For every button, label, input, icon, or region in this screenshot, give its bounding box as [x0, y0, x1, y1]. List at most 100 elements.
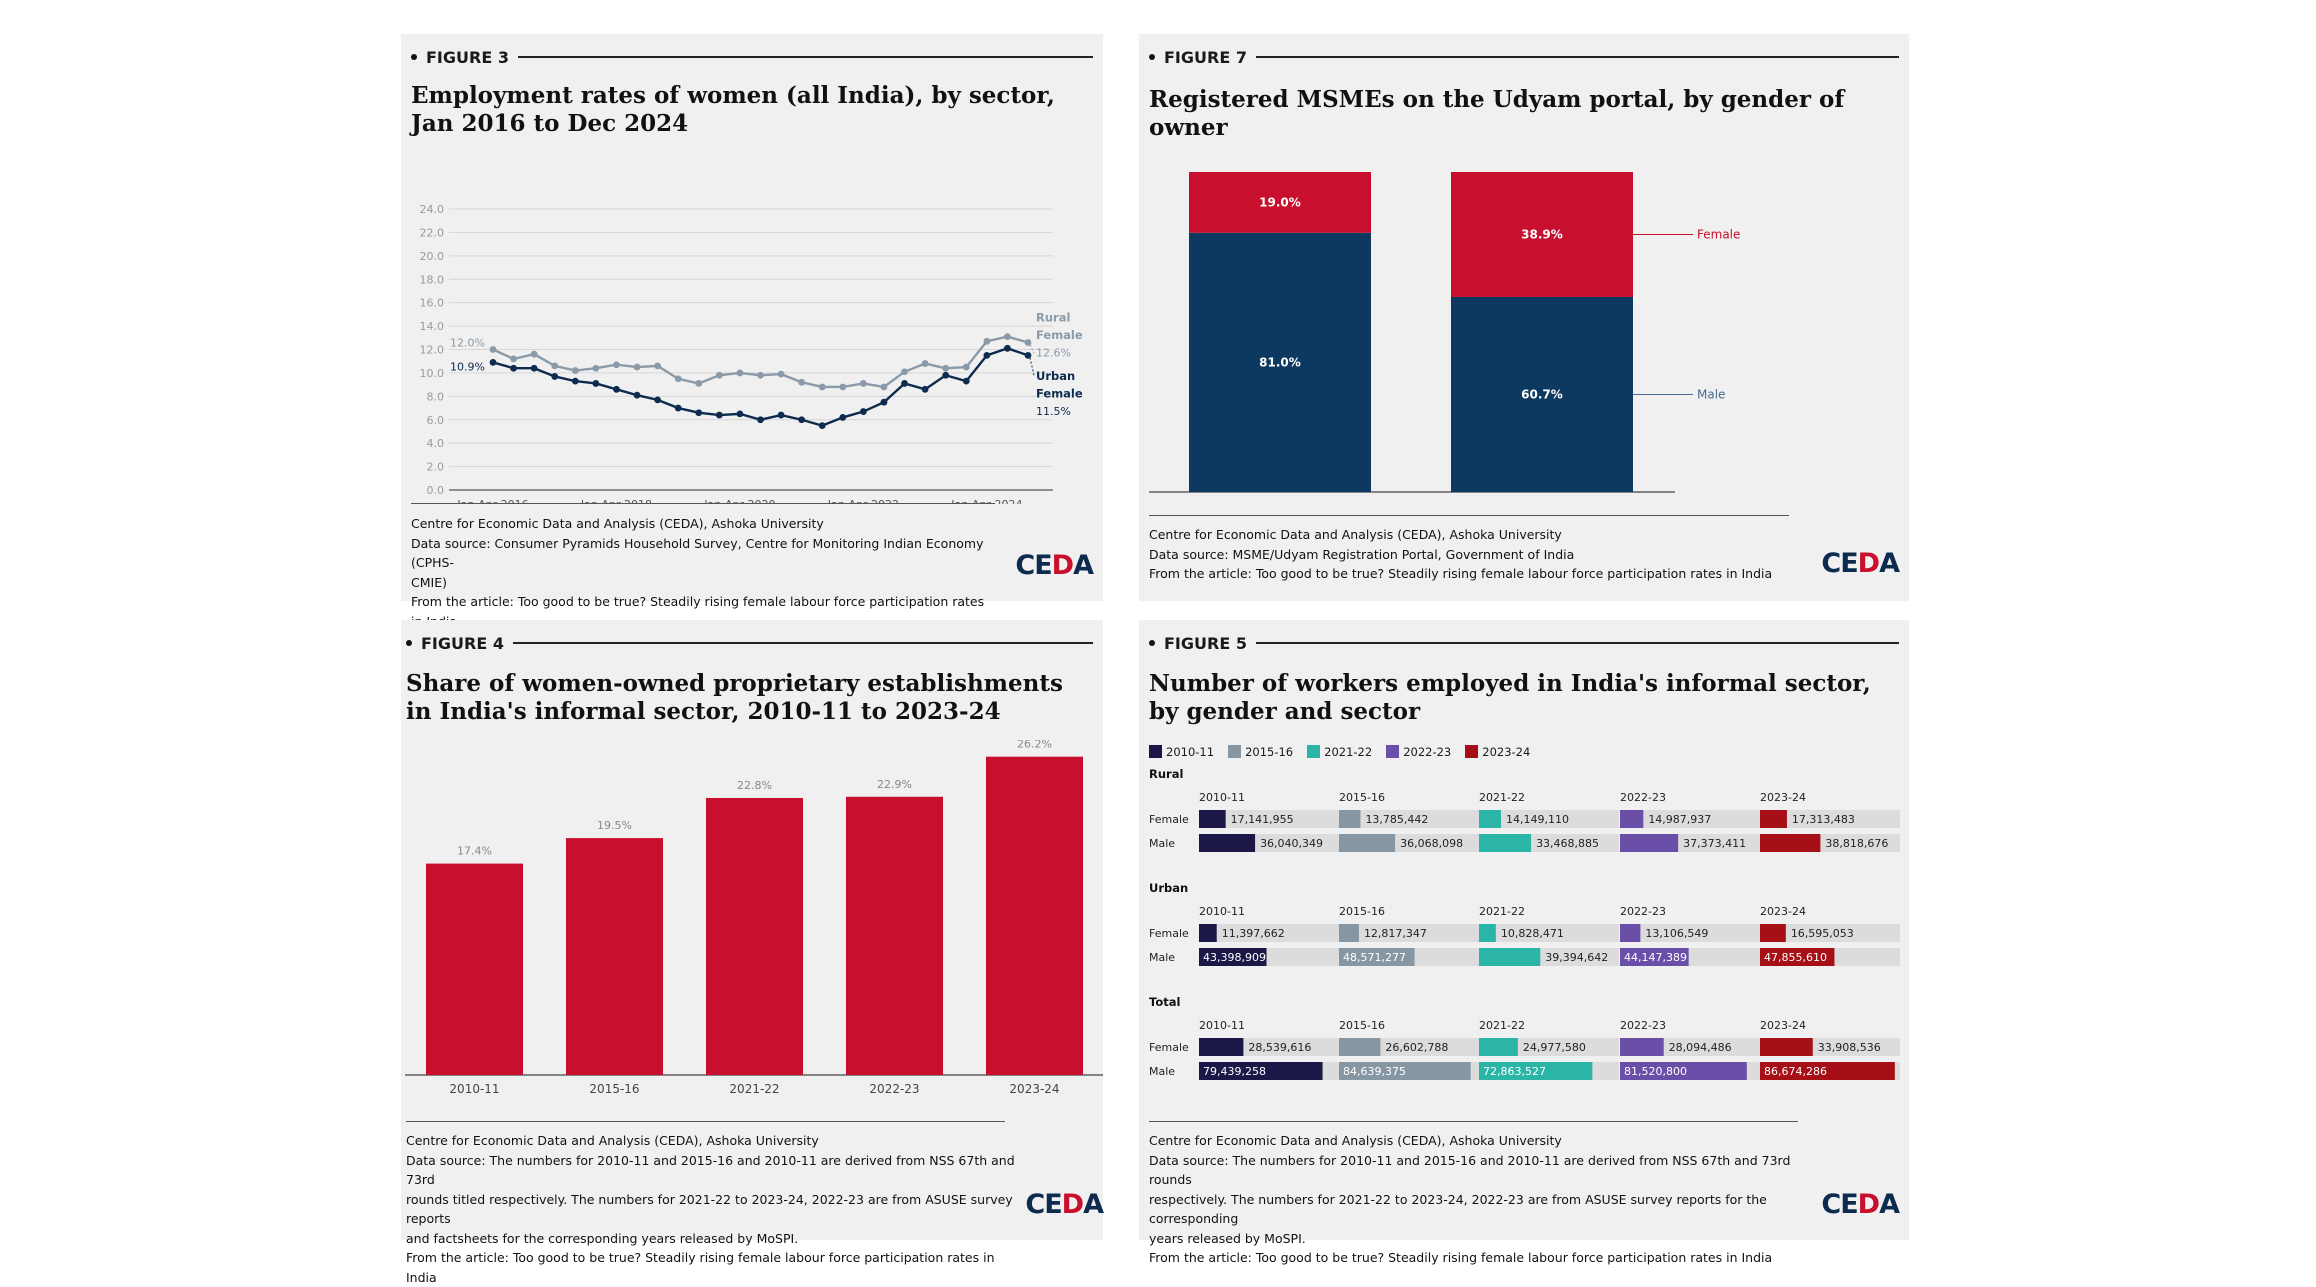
bar [1339, 1062, 1471, 1080]
row-label: Female [1149, 1041, 1189, 1054]
source-line: years released by MoSPI. [1149, 1230, 1306, 1246]
bar-value-label: 44,147,389 [1624, 951, 1687, 964]
label-rule [512, 642, 1093, 644]
x-tick-label: 2010-11 [449, 1082, 499, 1096]
bar-track [1199, 810, 1339, 828]
bar [1479, 1062, 1593, 1080]
bar-value-label: 26.2% [1017, 740, 1052, 751]
year-header: 2010-11 [1199, 905, 1245, 918]
legend-item: 2021-22 [1307, 745, 1372, 759]
y-tick-label: 4.0 [427, 437, 445, 450]
data-point [901, 380, 908, 387]
figure-4-label: FIGURE 4 [406, 632, 1093, 654]
source-line: From the article: Too good to be true? S… [1149, 566, 1773, 581]
start-value-label: 10.9% [450, 360, 485, 373]
data-point [777, 411, 785, 419]
bar [1620, 834, 1679, 852]
data-point [921, 360, 929, 367]
figure-3-source: Centre for Economic Data and Analysis (C… [411, 514, 991, 631]
bar-track [1479, 810, 1619, 828]
bar-value-label: 13,785,442 [1365, 813, 1428, 826]
bar-value-label: 79,439,258 [1203, 1065, 1266, 1078]
bar [1620, 1062, 1747, 1080]
series-name-label: Urban [1036, 369, 1075, 383]
bar-track [1620, 810, 1760, 828]
data-point [489, 346, 497, 353]
year-header: 2021-22 [1479, 791, 1525, 804]
series-name-label: Rural [1036, 310, 1070, 324]
data-point [777, 370, 785, 378]
ceda-logo: CEDA [1821, 548, 1900, 579]
legend-label: 2023-24 [1482, 745, 1531, 759]
figure-7-label-text: FIGURE 7 [1164, 47, 1247, 67]
bar [1760, 1062, 1895, 1080]
row-label: Female [1149, 813, 1189, 826]
data-point [571, 377, 579, 385]
bar-value-label: 48,571,277 [1343, 951, 1406, 964]
figure-5-title: Number of workers employed in India's in… [1149, 670, 1871, 725]
row-label: Male [1149, 951, 1175, 964]
bar-value-label: 16,595,053 [1791, 927, 1854, 940]
data-point [715, 371, 723, 379]
figure-5-chart: Rural 2010-11 2015-16 2021-22 2022-23 2023-24… [1149, 768, 1900, 1080]
data-point [613, 385, 620, 393]
bar [1199, 810, 1226, 828]
bar-track [1620, 924, 1760, 942]
data-point [674, 404, 682, 412]
bar [1339, 924, 1359, 942]
bar-value-label: 86,674,286 [1764, 1065, 1827, 1078]
bar-value-label: 10,828,471 [1501, 927, 1564, 940]
bar-value-label: 12,817,347 [1364, 927, 1427, 940]
year-header: 2015-16 [1339, 791, 1385, 804]
bar [1199, 834, 1256, 852]
year-header: 2023-24 [1760, 1019, 1806, 1032]
figure-3-title: Employment rates of women (all India), b… [411, 82, 1055, 137]
data-point [880, 398, 888, 406]
figure-3-label: FIGURE 3 [411, 46, 1093, 68]
source-line: respectively. The numbers for 2021-22 to… [1149, 1191, 1767, 1227]
end-value-label: 11.5% [1036, 405, 1071, 418]
bar [1760, 924, 1786, 942]
logo-accent: D [1857, 1189, 1880, 1220]
bar-track [1479, 924, 1619, 942]
end-value-label: 12.6% [1036, 347, 1071, 360]
source-line: Data source: The numbers for 2010-11 and… [1149, 1152, 1791, 1188]
bar-value-label: 33,468,885 [1536, 837, 1599, 850]
group-label: Rural [1149, 768, 1183, 781]
data-point [757, 416, 764, 424]
data-point [901, 368, 908, 376]
logo-text: A [1073, 550, 1094, 581]
x-tick-label: Jan-Apr 2024 [950, 498, 1022, 504]
bar-value-label: 43,398,909 [1203, 951, 1266, 964]
figure-4-title: Share of women-owned proprietary establi… [406, 670, 1063, 725]
source-line: Centre for Economic Data and Analysis (C… [1149, 1133, 1562, 1148]
data-point [798, 378, 806, 386]
data-point [674, 375, 682, 383]
label-rule [1255, 56, 1899, 58]
data-point [983, 351, 991, 359]
female-value-label: 38.9% [1521, 227, 1563, 241]
source-line: CMIE) [411, 574, 447, 590]
bar-value-label: 22.8% [737, 779, 772, 792]
year-header: 2023-24 [1760, 905, 1806, 918]
series-name-label: Female [1036, 387, 1083, 401]
figure-7-panel: FIGURE 7 Registered MSMEs on the Udyam p… [1139, 34, 1909, 601]
data-point [1024, 339, 1032, 346]
year-header: 2015-16 [1339, 905, 1385, 918]
data-point [736, 410, 744, 418]
source-line: Data source: Consumer Pyramids Household… [411, 535, 984, 571]
bullet [406, 640, 412, 646]
data-point [613, 361, 620, 369]
y-tick-label: 14.0 [420, 320, 445, 333]
bullet [1149, 640, 1155, 646]
label-rule [1255, 642, 1899, 644]
logo-accent: D [1051, 550, 1074, 581]
x-tick-label: 2022-23 [869, 1082, 919, 1096]
figure-5-source: Centre for Economic Data and Analysis (C… [1149, 1131, 1809, 1268]
data-point [818, 383, 826, 391]
bar-value-label: 38,818,676 [1825, 837, 1888, 850]
year-header: 2021-22 [1479, 905, 1525, 918]
bar [1339, 810, 1361, 828]
year-header: 2022-23 [1620, 791, 1666, 804]
row-label: Female [1149, 927, 1189, 940]
